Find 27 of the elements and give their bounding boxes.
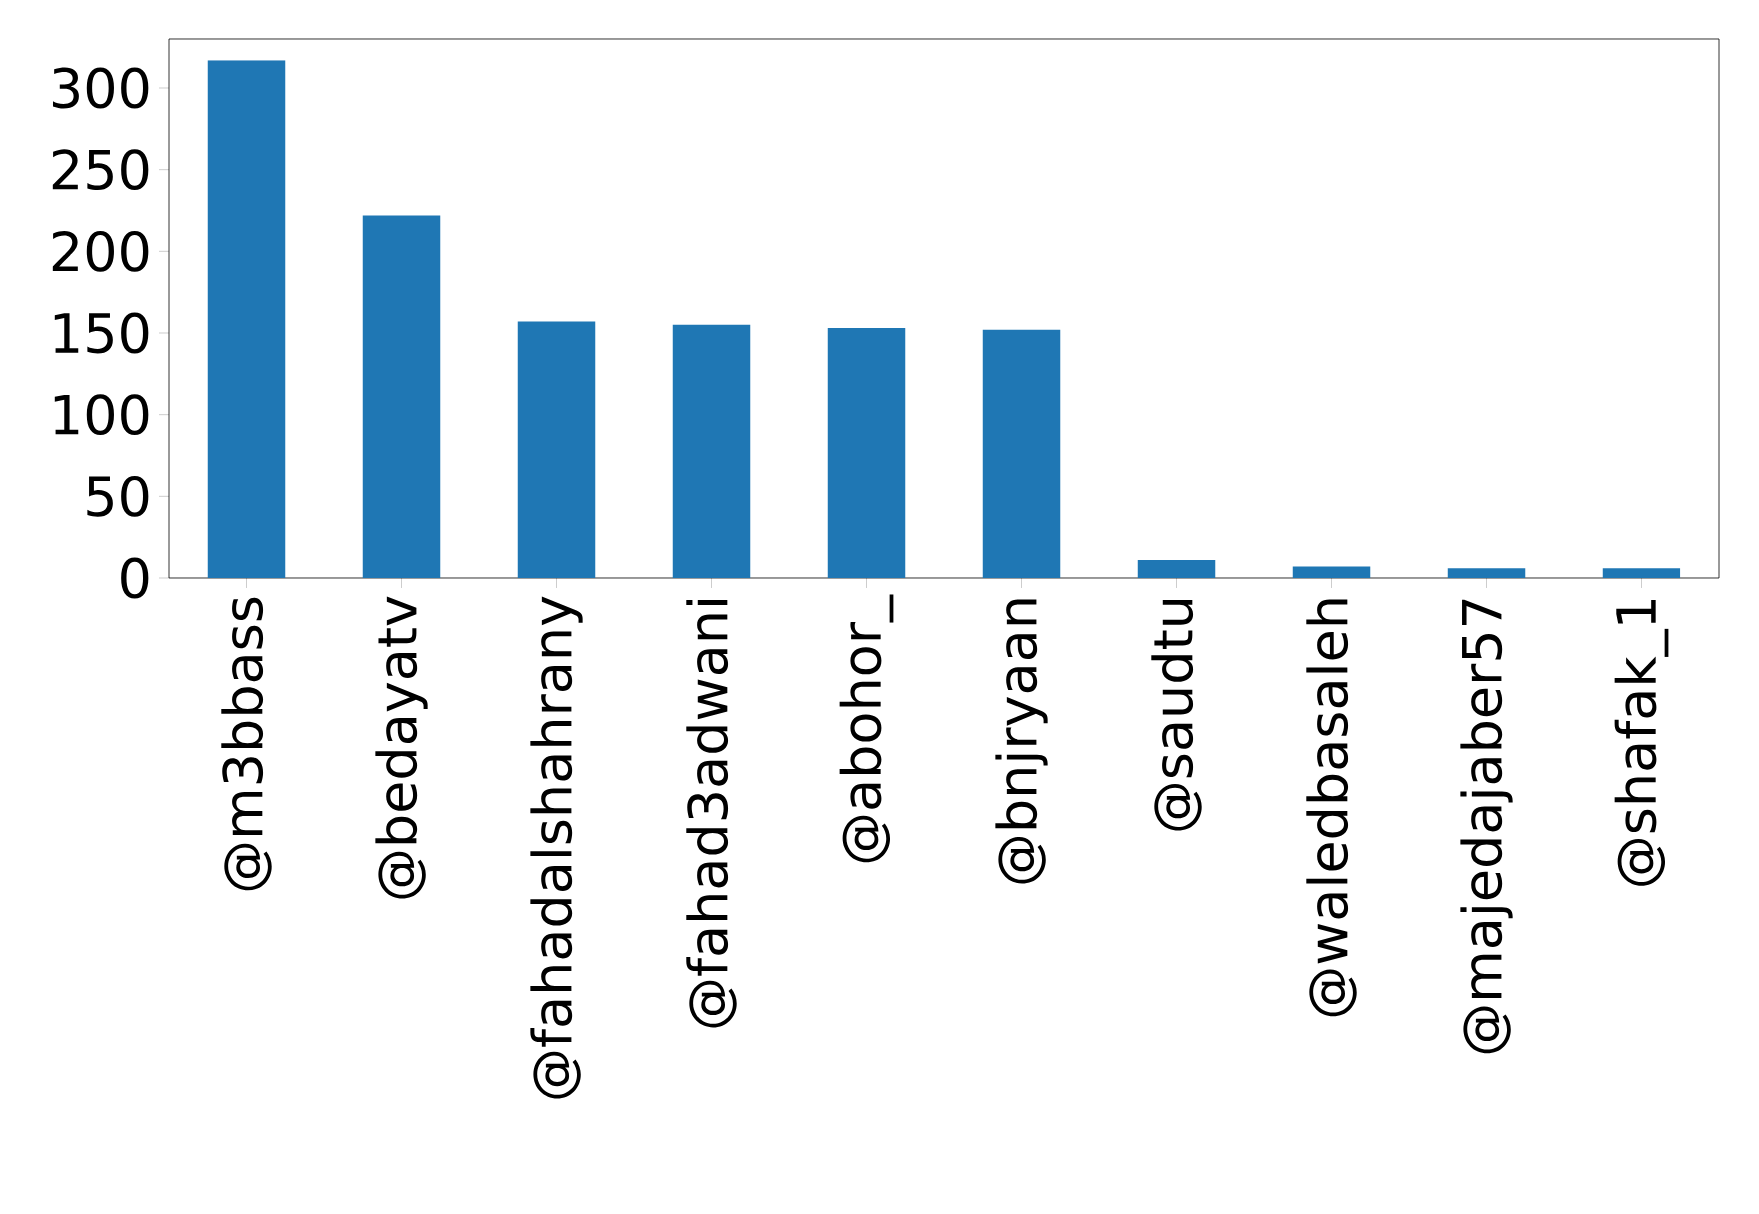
y-tick-label: 150 [54, 312, 149, 354]
x-tick-label: @shafak_1 [1614, 600, 1669, 886]
y-tick-label: 250 [52, 149, 149, 191]
x-tick-label: @abohor_ [839, 594, 894, 863]
bar [827, 328, 906, 578]
bar [1602, 568, 1681, 578]
y-tick-label: 100 [54, 394, 149, 436]
y-tick-label: 0 [121, 557, 149, 599]
bar [362, 215, 441, 578]
y-tick-label: 50 [87, 475, 149, 517]
x-tick-label: @saudtu [1151, 599, 1202, 831]
y-tick-label: 200 [52, 230, 149, 272]
x-tick-label: @waledbasaleh [1306, 599, 1357, 1017]
x-tick-label: @fahad3adwani [686, 600, 737, 1028]
bar [1292, 566, 1371, 578]
x-tick-label: @majedajaber57 [1460, 599, 1513, 1054]
bar [1137, 560, 1216, 578]
bar [1447, 568, 1526, 578]
x-tick-label: @m3bbass [221, 597, 272, 891]
x-tick-label: @bnjryaan [995, 599, 1048, 884]
bar [982, 329, 1061, 578]
x-tick-label: @fahadalshahrany [530, 596, 583, 1099]
x-tick-label: @bedayatv [375, 596, 428, 899]
bar [207, 60, 286, 578]
bar [672, 324, 751, 578]
bar [517, 321, 596, 578]
y-tick-label: 300 [52, 67, 149, 109]
